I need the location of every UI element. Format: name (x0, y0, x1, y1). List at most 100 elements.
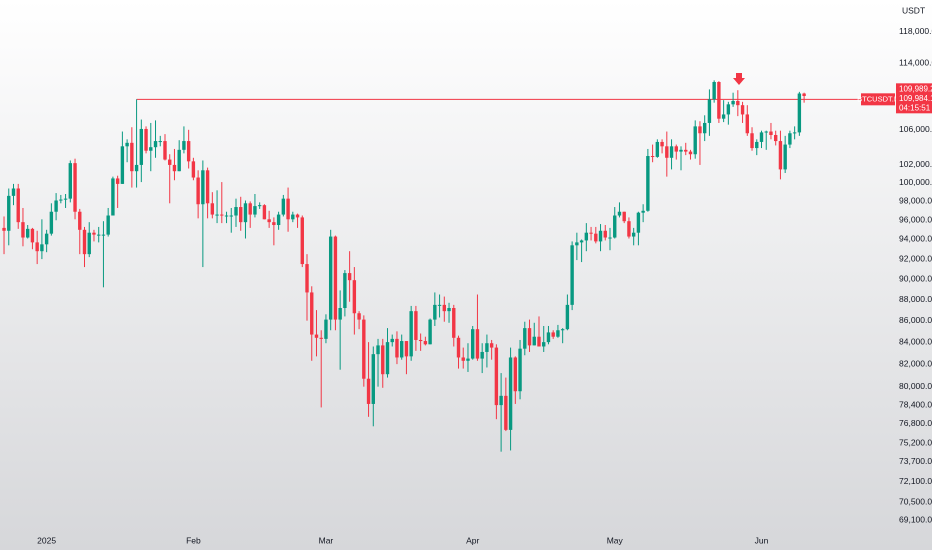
candle-body (409, 311, 413, 357)
candle-body (111, 178, 115, 216)
candle-body (698, 126, 702, 134)
y-tick-label: 94,000.0 (899, 234, 932, 244)
candle-body (276, 214, 281, 226)
candle-body (201, 170, 205, 205)
candle-body (357, 313, 361, 320)
candle-body (684, 149, 688, 152)
x-tick-label: Mar (319, 535, 334, 545)
symbol-label: BTCUSDT.P (857, 94, 899, 103)
candle-body (627, 221, 631, 237)
price-box-text: 04:15:51 (899, 103, 931, 112)
candle-body (646, 156, 650, 211)
candle-body (556, 330, 560, 337)
candle-body (759, 132, 764, 142)
candle-body (376, 345, 380, 355)
candle-body (21, 222, 25, 238)
candle-body (291, 214, 295, 220)
candle-body (570, 245, 574, 305)
x-tick-label: Jun (755, 535, 769, 545)
candle-body (674, 146, 678, 152)
candle-body (565, 304, 570, 330)
candle-body (712, 82, 716, 100)
candle-body (485, 343, 489, 352)
candle-body (702, 122, 707, 134)
candle-body (243, 203, 248, 223)
y-tick-label: 84,000.0 (899, 336, 932, 346)
x-tick-label: Apr (466, 535, 479, 545)
candle-body (717, 82, 721, 119)
candle-body (182, 141, 186, 150)
candle-body (471, 329, 475, 359)
candle-body (158, 141, 162, 143)
candle-body (163, 141, 167, 160)
candle-body (414, 311, 418, 340)
candle-body (740, 105, 745, 115)
candle-body (542, 342, 546, 347)
candle-body (622, 211, 626, 222)
candle-body (253, 206, 257, 215)
candle-body (783, 144, 787, 170)
candle-body (73, 163, 77, 212)
candle-body (328, 236, 333, 320)
y-tick-label: 70,500.0 (899, 496, 932, 506)
candle-body (575, 242, 579, 246)
candle-body (115, 178, 120, 184)
candle-body (30, 228, 35, 243)
candle-body (669, 146, 674, 158)
candle-body (59, 199, 63, 201)
symbol-tag (861, 93, 895, 106)
candle-body (461, 357, 465, 361)
candle-body (499, 395, 503, 406)
y-tick-label: 106,000.0 (899, 124, 932, 134)
candle-body (347, 273, 352, 281)
x-tick-label: 2025 (37, 535, 56, 545)
candle-body (428, 319, 432, 345)
y-tick-label: 82,000.0 (899, 358, 932, 368)
candle-body (333, 236, 338, 320)
candle-body (366, 378, 371, 404)
y-tick-label: 88,000.0 (899, 294, 932, 304)
candle-body (300, 217, 304, 265)
candle-body (248, 203, 252, 215)
candle-body (106, 215, 110, 235)
candle-body (234, 207, 238, 216)
currency-label: USDT (902, 5, 925, 15)
candle-body (324, 319, 328, 339)
candle-body (636, 212, 641, 233)
candle-body (546, 332, 551, 343)
candle-body (120, 146, 125, 184)
candle-body (224, 215, 229, 217)
candle-body (660, 141, 664, 147)
y-tick-label: 96,000.0 (899, 215, 932, 225)
candle-body (745, 114, 749, 134)
candle-body (314, 334, 319, 338)
candle-body (272, 222, 276, 226)
candle-body (220, 214, 224, 216)
candle-body (527, 328, 532, 346)
candle-body (177, 149, 181, 172)
candle-body (16, 188, 20, 223)
candle-body (404, 341, 409, 357)
candle-body (731, 100, 735, 105)
price-box-text: 109,989.2 (899, 84, 932, 93)
candle-body (305, 264, 309, 293)
candle-body (494, 347, 499, 406)
candle-body (788, 133, 792, 145)
candle-body (87, 232, 91, 255)
candle-body (139, 128, 144, 165)
y-tick-label: 80,000.0 (899, 381, 932, 391)
price-box-text: 109,984.1 (899, 94, 932, 103)
y-tick-label: 102,000.0 (899, 159, 932, 169)
candle-body (257, 205, 262, 207)
candle-body (262, 205, 267, 220)
candle-body (802, 93, 806, 97)
y-tick-label: 98,000.0 (899, 196, 932, 206)
y-tick-label: 90,000.0 (899, 273, 932, 283)
candle-body (655, 141, 660, 157)
candle-body (267, 219, 271, 223)
candle-body (149, 147, 153, 151)
price-box (896, 83, 932, 114)
x-tick-label: Feb (186, 535, 201, 545)
candle-body (352, 280, 357, 314)
candle-body (537, 336, 541, 347)
